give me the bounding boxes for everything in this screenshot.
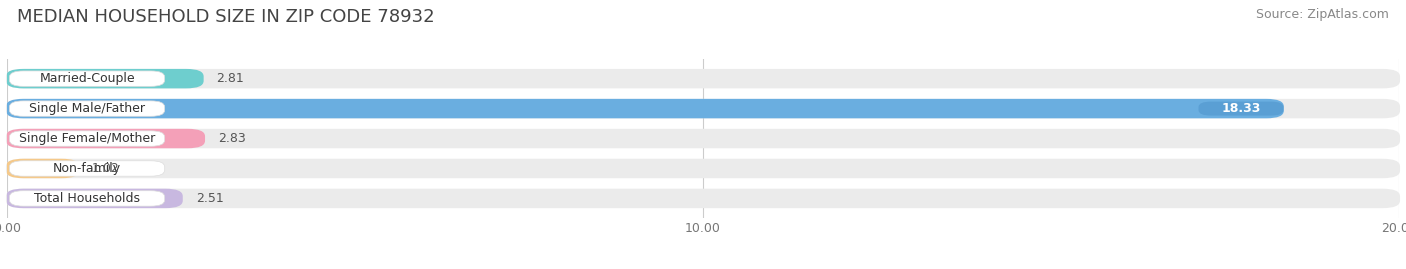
- Text: Single Female/Mother: Single Female/Mother: [18, 132, 155, 145]
- FancyBboxPatch shape: [6, 159, 1400, 178]
- FancyBboxPatch shape: [6, 189, 183, 208]
- FancyBboxPatch shape: [10, 71, 165, 86]
- Text: 1.02: 1.02: [91, 162, 120, 175]
- Text: Married-Couple: Married-Couple: [39, 72, 135, 85]
- FancyBboxPatch shape: [6, 129, 1400, 148]
- FancyBboxPatch shape: [6, 189, 1400, 208]
- Text: Source: ZipAtlas.com: Source: ZipAtlas.com: [1256, 8, 1389, 21]
- Text: Non-family: Non-family: [53, 162, 121, 175]
- FancyBboxPatch shape: [10, 161, 165, 176]
- Text: MEDIAN HOUSEHOLD SIZE IN ZIP CODE 78932: MEDIAN HOUSEHOLD SIZE IN ZIP CODE 78932: [17, 8, 434, 26]
- FancyBboxPatch shape: [6, 69, 1400, 89]
- FancyBboxPatch shape: [10, 131, 165, 146]
- FancyBboxPatch shape: [1198, 102, 1284, 116]
- Text: Single Male/Father: Single Male/Father: [30, 102, 145, 115]
- Text: 2.51: 2.51: [195, 192, 224, 205]
- FancyBboxPatch shape: [10, 101, 165, 116]
- FancyBboxPatch shape: [6, 99, 1400, 118]
- Text: 2.83: 2.83: [218, 132, 246, 145]
- FancyBboxPatch shape: [6, 129, 205, 148]
- Text: 18.33: 18.33: [1222, 102, 1261, 115]
- Text: Total Households: Total Households: [34, 192, 141, 205]
- FancyBboxPatch shape: [6, 99, 1284, 118]
- FancyBboxPatch shape: [6, 69, 204, 89]
- Text: 2.81: 2.81: [217, 72, 245, 85]
- FancyBboxPatch shape: [6, 159, 79, 178]
- FancyBboxPatch shape: [10, 191, 165, 206]
